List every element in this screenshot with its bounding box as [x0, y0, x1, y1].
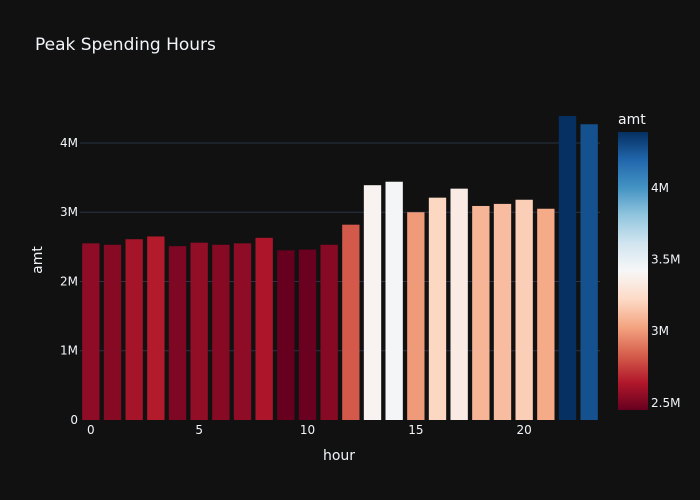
bar[interactable] [147, 236, 165, 420]
y-tick-label: 2M [60, 274, 78, 288]
y-tick-label: 0 [70, 413, 78, 427]
bar[interactable] [277, 250, 295, 420]
colorbar-title: amt [618, 112, 646, 128]
bar[interactable] [493, 203, 512, 420]
bar[interactable] [537, 208, 555, 420]
bar[interactable] [580, 124, 598, 420]
bar[interactable] [82, 243, 100, 420]
bar[interactable] [558, 115, 577, 421]
y-tick-label: 3M [60, 205, 78, 219]
bar[interactable] [428, 197, 447, 420]
colorbar-tick-label: 3.5M [651, 253, 680, 267]
x-tick-label: 10 [300, 423, 315, 437]
x-tick-label: 15 [408, 423, 423, 437]
bar[interactable] [125, 239, 143, 420]
bar-series [82, 115, 598, 421]
y-axis-title: amt [30, 246, 46, 274]
bar[interactable] [190, 242, 208, 420]
colorbar-tick-label: 3M [651, 324, 669, 338]
bar[interactable] [255, 237, 273, 420]
chart-title: Peak Spending Hours [35, 35, 216, 55]
x-axis-ticks: 0 5 10 15 20 [87, 423, 532, 437]
x-axis-title: hour [323, 448, 355, 464]
y-tick-label: 1M [60, 344, 78, 358]
x-tick-label: 0 [87, 423, 95, 437]
bar[interactable] [472, 205, 490, 420]
colorbar-tick-label: 4M [651, 181, 669, 195]
y-tick-label: 4M [60, 136, 78, 150]
y-axis-ticks: 0 1M 2M 3M 4M [60, 136, 78, 427]
bar[interactable] [407, 212, 425, 420]
x-tick-label: 5 [195, 423, 203, 437]
bar[interactable] [342, 224, 360, 420]
gridlines [80, 142, 600, 352]
colorbar-gradient [618, 132, 648, 410]
bar[interactable] [363, 185, 382, 420]
colorbar: amt 2.5M 3M 3.5M 4M [618, 112, 680, 410]
bar[interactable] [103, 244, 122, 420]
bar[interactable] [298, 249, 317, 420]
bar[interactable] [168, 246, 187, 420]
colorbar-tick-label: 2.5M [651, 396, 680, 410]
bar[interactable] [450, 188, 468, 420]
x-tick-label: 20 [517, 423, 532, 437]
bar[interactable] [233, 243, 252, 420]
bar[interactable] [320, 244, 338, 420]
colorbar-ticks: 2.5M 3M 3.5M 4M [651, 181, 680, 410]
bar[interactable] [212, 244, 230, 420]
bar[interactable] [515, 199, 533, 420]
bar[interactable] [385, 181, 403, 420]
